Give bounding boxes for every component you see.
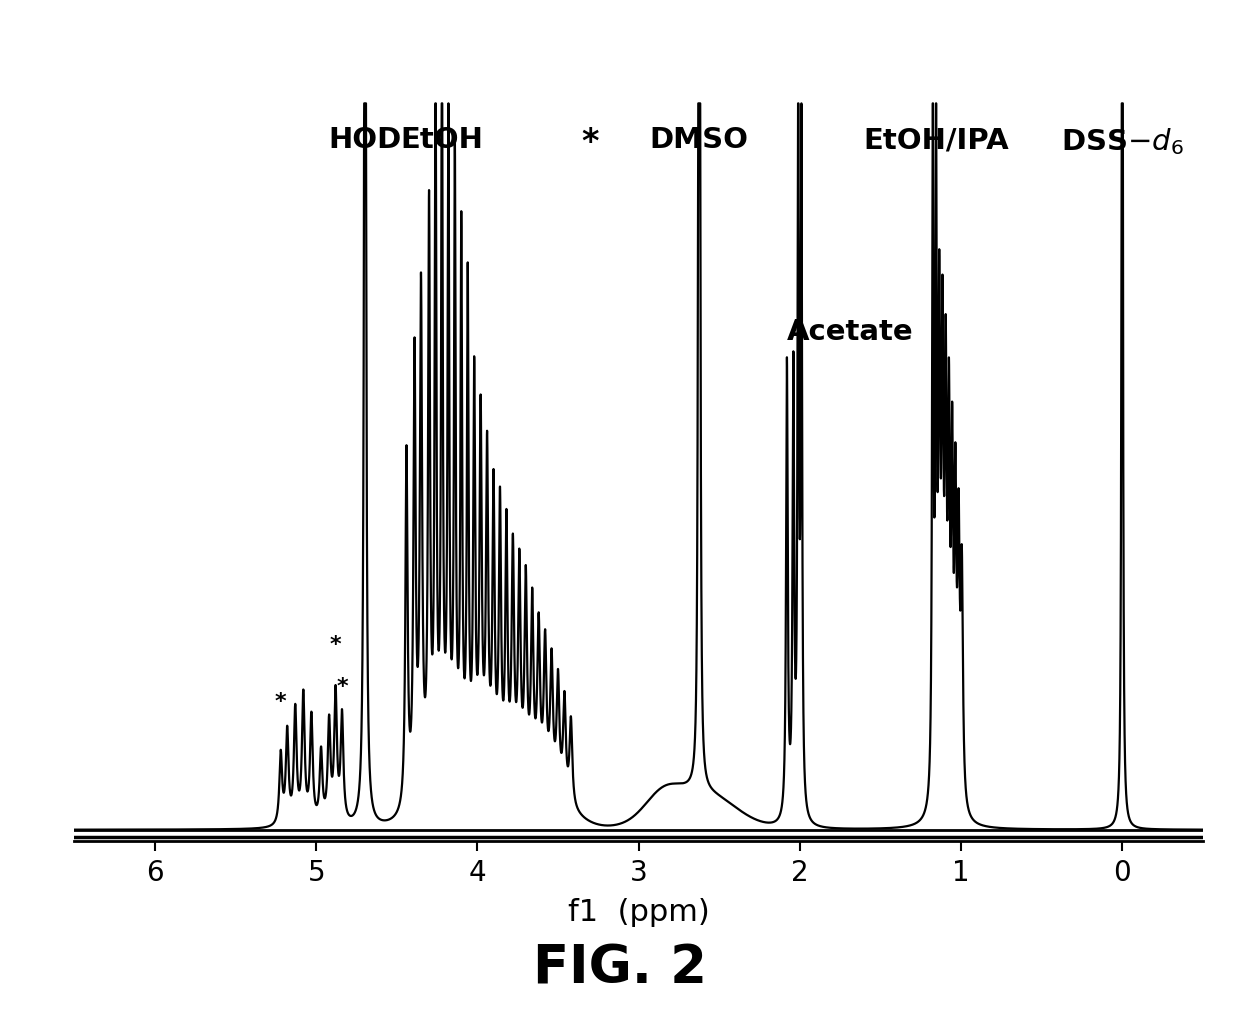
Text: DMSO: DMSO: [649, 126, 748, 154]
Text: EtOH/IPA: EtOH/IPA: [863, 126, 1009, 154]
Text: Acetate: Acetate: [787, 318, 914, 345]
Text: DSS$-\it{d}_6$: DSS$-\it{d}_6$: [1061, 126, 1183, 157]
Text: *: *: [336, 678, 347, 697]
Text: HOD: HOD: [329, 126, 402, 154]
Text: *: *: [582, 126, 599, 159]
Text: EtOH: EtOH: [401, 126, 484, 154]
Text: FIG. 2: FIG. 2: [533, 943, 707, 994]
Text: *: *: [330, 634, 341, 655]
Text: *: *: [275, 692, 286, 711]
X-axis label: f1  (ppm): f1 (ppm): [568, 898, 709, 927]
